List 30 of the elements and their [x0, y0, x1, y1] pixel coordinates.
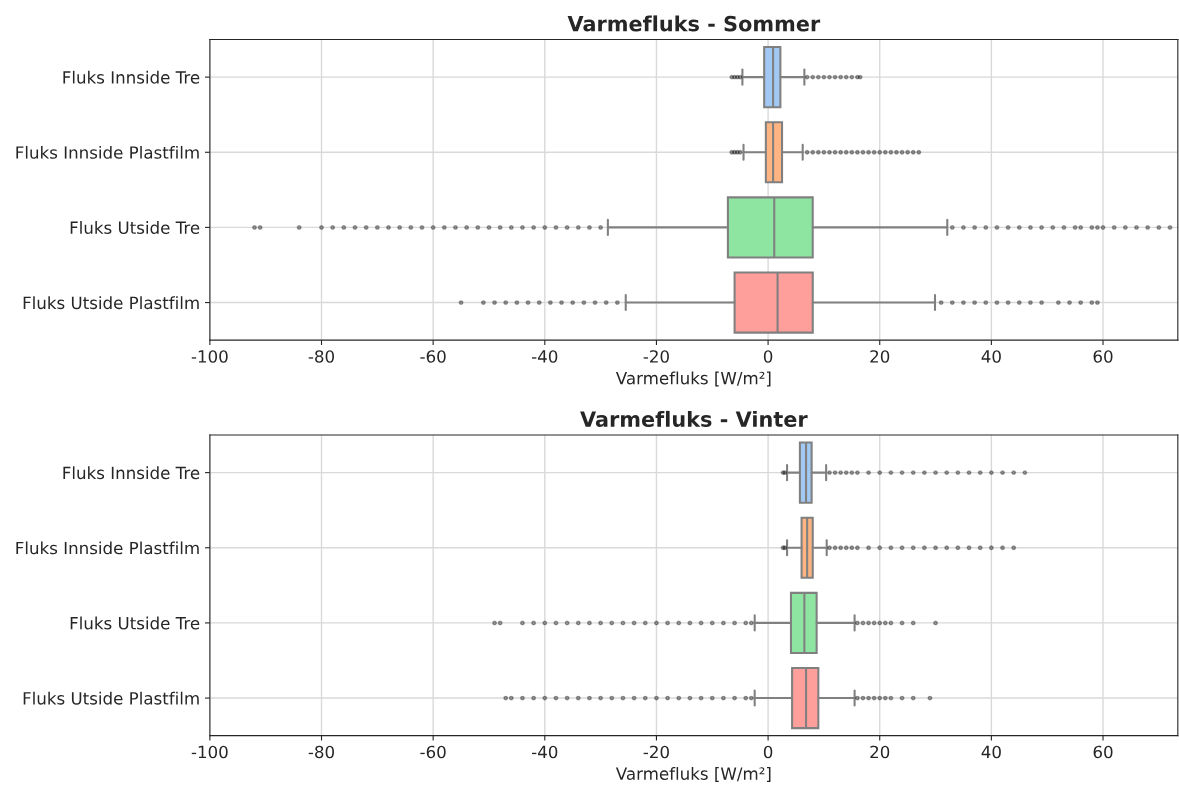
x-tick-label: -40 — [532, 350, 558, 363]
x-tick-label: 0 — [763, 745, 773, 759]
x-tick-label: -60 — [420, 350, 446, 363]
x-tick-label: -20 — [643, 745, 669, 759]
x-axis-title: Varmefluks [W/m²] — [615, 371, 771, 387]
y-tick-label: Fluks Innside Plastfilm — [16, 541, 199, 555]
x-tick-label: -20 — [643, 350, 669, 363]
x-tick-label: 20 — [870, 350, 890, 363]
x-tick-label: -100 — [191, 350, 228, 363]
x-tick-label: 60 — [1093, 350, 1113, 363]
y-tick-label: Fluks Utside Plastfilm — [23, 296, 199, 310]
y-tick-label: Fluks Innside Plastfilm — [16, 145, 199, 159]
y-tick-label: Fluks Innside Tre — [63, 466, 200, 480]
x-tick-label: 60 — [1093, 745, 1113, 759]
chart-title: Varmefluks - Vinter — [580, 410, 808, 428]
y-tick-label: Fluks Innside Tre — [63, 70, 200, 84]
y-tick-label: Fluks Utside Tre — [70, 616, 200, 630]
x-tick-label: 20 — [870, 745, 890, 759]
x-tick-label: -80 — [308, 745, 335, 759]
y-tick-label: Fluks Utside Tre — [70, 221, 200, 234]
x-tick-label: -80 — [308, 350, 335, 363]
x-axis-title: Varmefluks [W/m²] — [615, 767, 771, 782]
x-tick-label: -60 — [420, 745, 446, 759]
x-tick-label: 0 — [763, 350, 773, 363]
x-tick-label: 40 — [981, 745, 1001, 759]
x-tick-label: -40 — [532, 745, 558, 759]
x-tick-label: -100 — [191, 745, 228, 759]
chart-title: Varmefluks - Sommer — [567, 15, 821, 32]
y-tick-label: Fluks Utside Plastfilm — [23, 691, 199, 705]
x-tick-label: 40 — [981, 350, 1001, 363]
